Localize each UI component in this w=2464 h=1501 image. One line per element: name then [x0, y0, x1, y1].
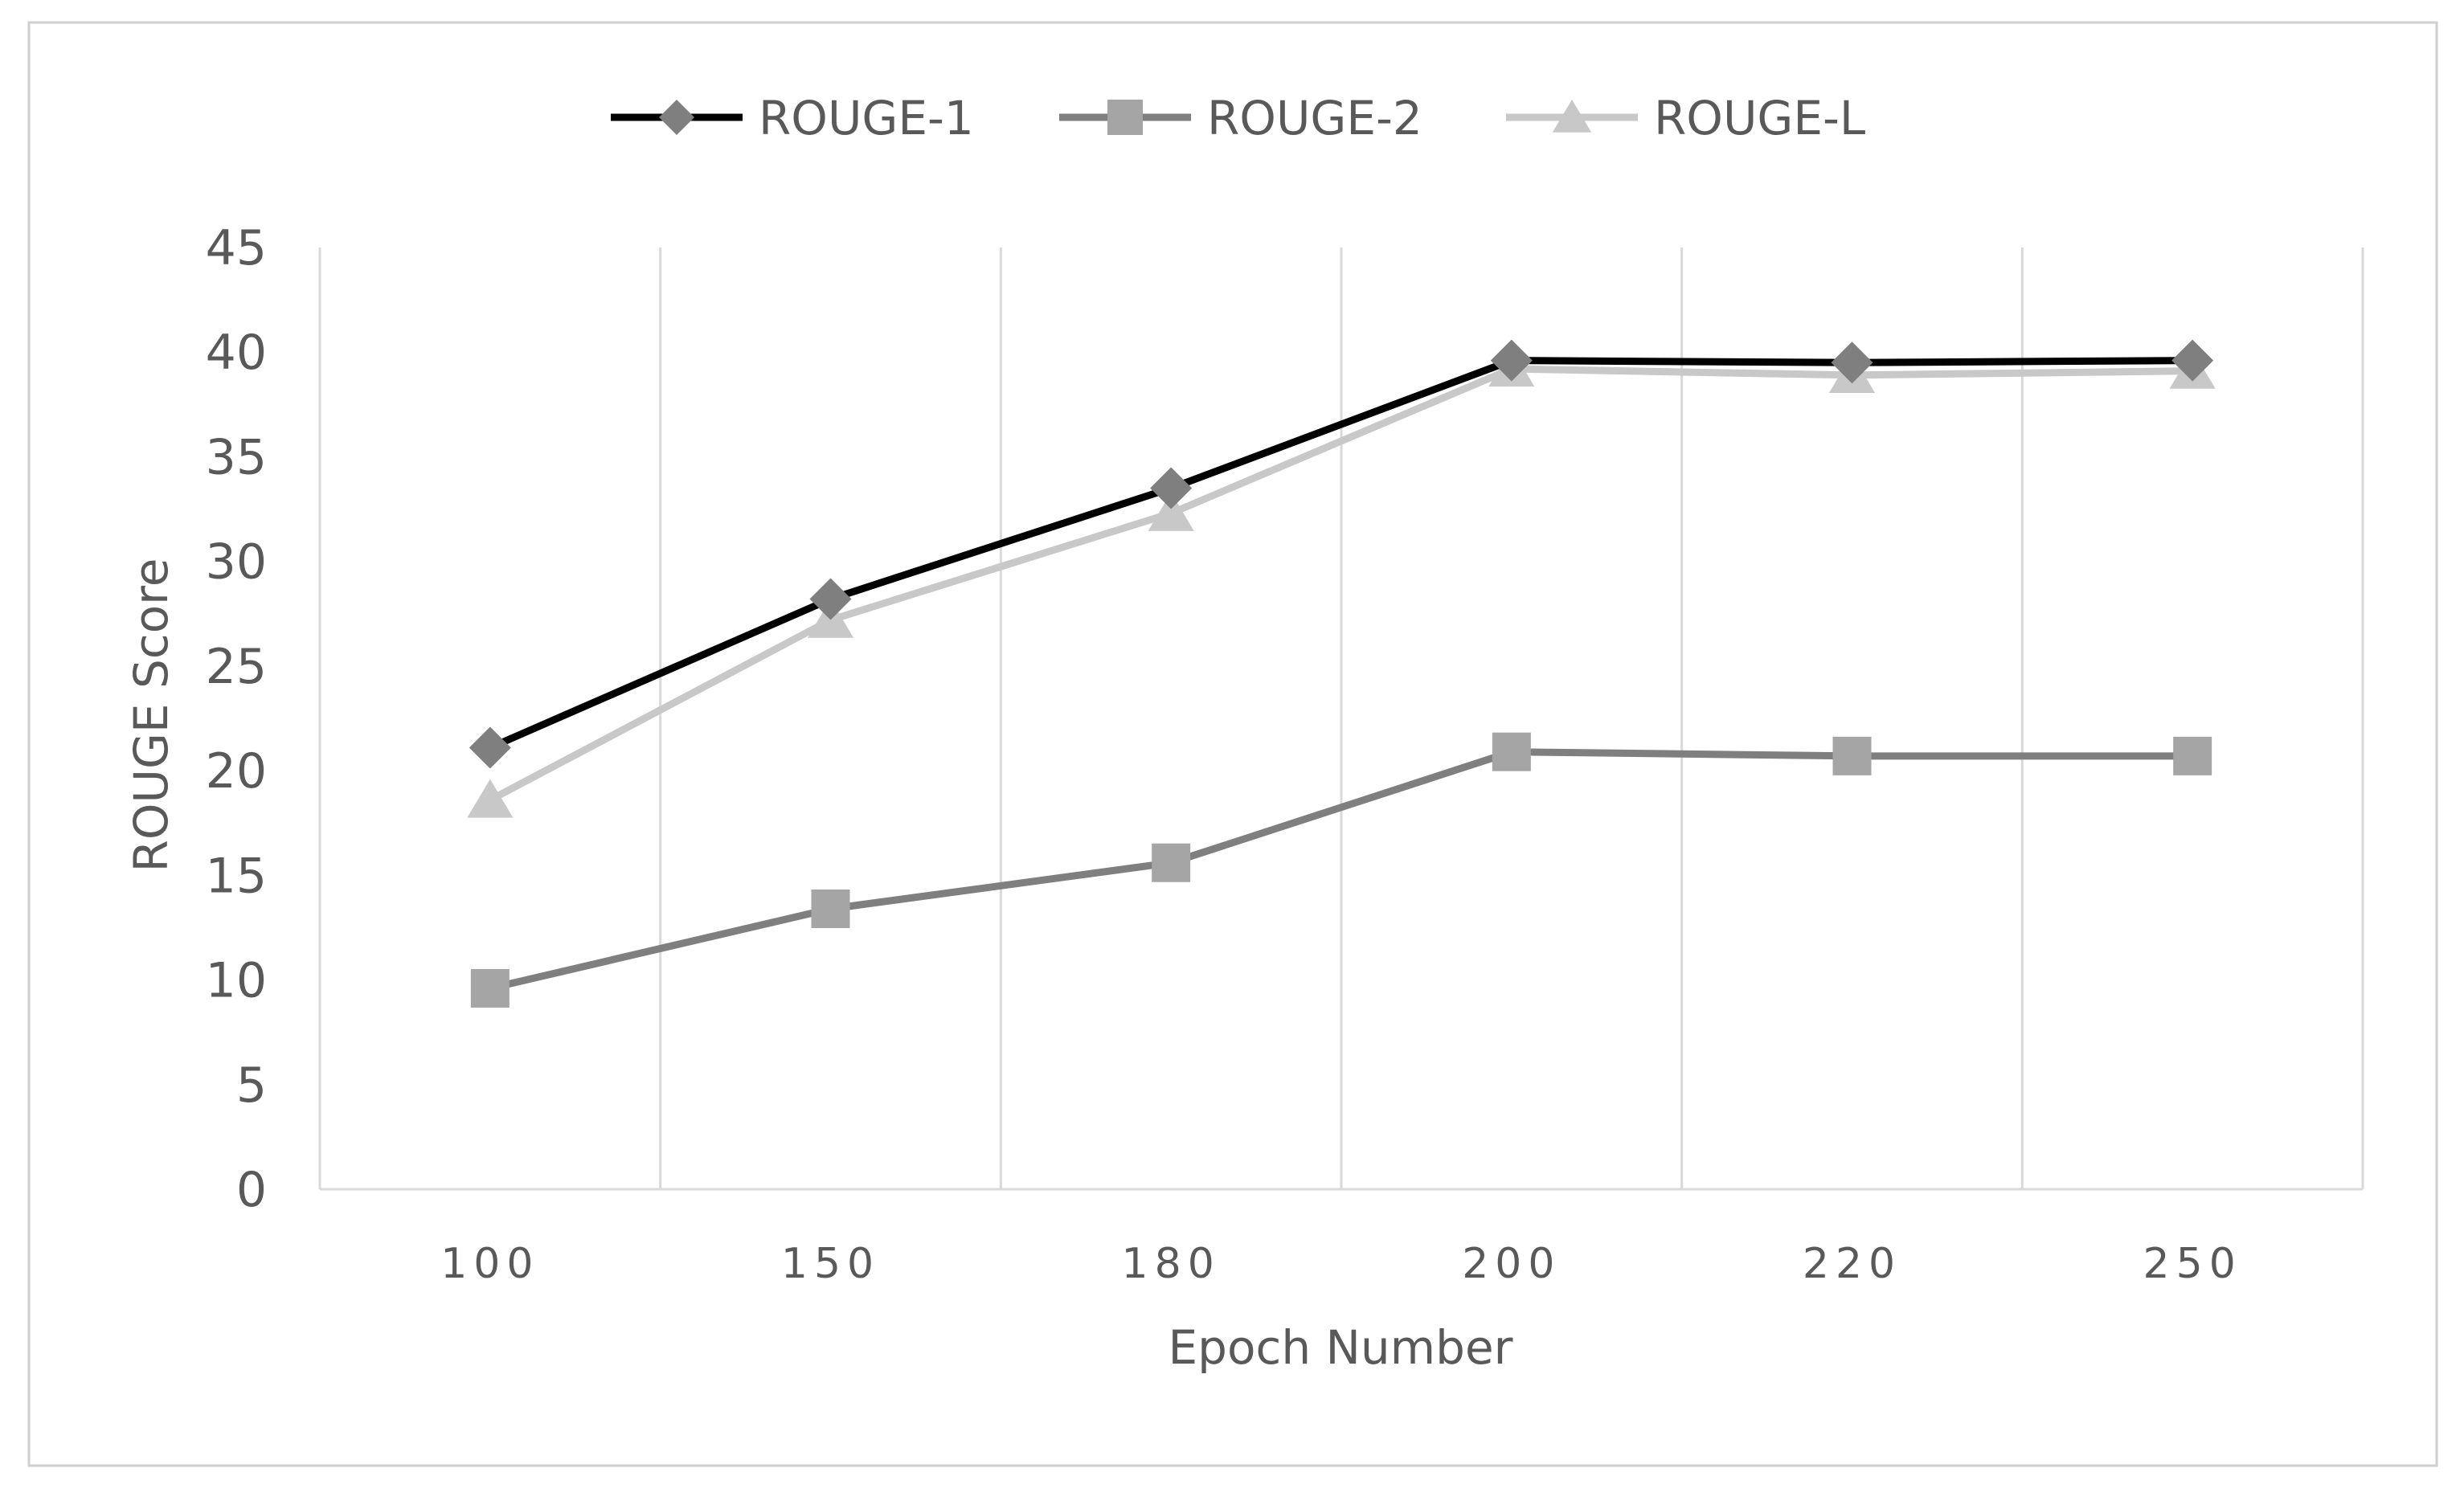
triangle-marker [467, 779, 514, 818]
square-marker [1152, 843, 1191, 882]
y-tick-label: 5 [236, 1057, 267, 1114]
diamond-marker [1150, 467, 1193, 509]
y-tick-label: 40 [206, 325, 267, 381]
series-rouge-1 [469, 339, 2214, 769]
diamond-marker [1831, 342, 1873, 384]
axes: 0 5 10 15 20 25 30 35 40 45 100 150 180 200 220 250 [206, 220, 2363, 1288]
legend-item-rouge-2: ROUGE-2 [1059, 91, 1422, 145]
diamond-marker [809, 578, 852, 620]
legend-label: ROUGE-L [1654, 91, 1865, 145]
series-group [467, 339, 2216, 1008]
triangle-marker [1552, 100, 1592, 133]
y-tick-label: 15 [206, 848, 267, 904]
y-tick-label: 30 [206, 534, 267, 591]
y-tick-label: 20 [206, 743, 267, 800]
y-tick-label: 0 [236, 1162, 267, 1218]
chart-frame [27, 21, 2438, 1467]
diamond-marker [2171, 339, 2214, 382]
square-marker [470, 968, 510, 1008]
x-tick-label: 150 [781, 1240, 880, 1288]
diamond-marker [659, 100, 694, 135]
diamond-marker [1490, 339, 1533, 382]
x-tick-label: 250 [2143, 1240, 2242, 1288]
legend-item-rouge-1: ROUGE-1 [611, 91, 974, 145]
series-rouge-2 [470, 732, 2212, 1008]
legend-label: ROUGE-1 [759, 91, 974, 145]
y-tick-label: 35 [206, 429, 267, 485]
x-axis-title: Epoch Number [1168, 1320, 1512, 1375]
x-tick-label: 200 [1462, 1240, 1561, 1288]
series-line [486, 357, 2196, 751]
diamond-marker [469, 726, 511, 769]
y-axis-title: ROUGE Score [124, 558, 178, 873]
x-tick-label: 180 [1122, 1240, 1221, 1288]
y-tick-label: 45 [206, 220, 267, 276]
y-tick-label: 25 [206, 639, 267, 695]
square-marker [1832, 736, 1872, 775]
x-tick-label: 220 [1803, 1240, 1901, 1288]
legend-item-rouge-l: ROUGE-L [1506, 91, 1865, 145]
square-marker [1107, 100, 1143, 135]
series-line [486, 748, 2196, 992]
legend-label: ROUGE-2 [1207, 91, 1422, 145]
gridlines [318, 247, 2364, 1189]
square-marker [2173, 736, 2212, 775]
y-tick-label: 10 [206, 953, 267, 1009]
square-marker [1492, 732, 1531, 771]
x-tick-label: 100 [440, 1240, 539, 1288]
series-line [486, 365, 2196, 804]
legend: ROUGE-1 ROUGE-2 ROUGE-L [611, 91, 1865, 145]
triangle-marker [1148, 492, 1194, 531]
square-marker [811, 890, 850, 929]
